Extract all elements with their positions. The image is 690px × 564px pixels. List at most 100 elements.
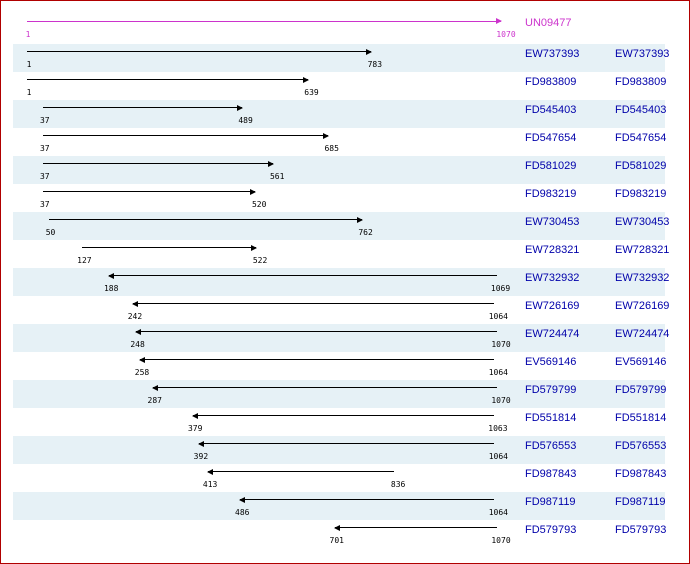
arrow-right-icon	[251, 245, 258, 251]
hit-start: 37	[39, 144, 50, 153]
hit-start: 379	[187, 424, 203, 433]
hit-id2-link[interactable]: EW730453	[615, 216, 670, 228]
arrow-left-icon	[333, 525, 340, 531]
hit-id2-link[interactable]: FD545403	[615, 104, 667, 116]
arrow-left-icon	[197, 441, 204, 447]
hit-id-link[interactable]: EW730453	[525, 216, 580, 228]
hit-id-link[interactable]: EW724474	[525, 328, 580, 340]
hit-id-link[interactable]: FD576553	[525, 440, 577, 452]
hit-line	[240, 499, 495, 500]
hit-id-link[interactable]: EW732932	[525, 272, 580, 284]
hit-start: 248	[130, 340, 145, 349]
hit-end: 1064	[488, 312, 508, 321]
hit-start: 413	[202, 480, 218, 489]
hit-line	[42, 191, 256, 192]
hit-row: 37 520 FD983219 FD983219	[13, 184, 667, 212]
hit-line	[198, 443, 495, 444]
query-line	[27, 21, 501, 22]
hit-line	[82, 247, 257, 248]
hit-id-link[interactable]: FD579799	[525, 384, 577, 396]
hit-row: 37 561 FD581029 FD581029	[13, 156, 667, 184]
hit-start: 701	[329, 536, 344, 545]
arrow-right-icon	[250, 189, 257, 195]
hit-id2-link[interactable]: EW724474	[615, 328, 670, 340]
query-row: 1 1070 UN09477	[13, 9, 665, 43]
hit-end: 836	[390, 480, 406, 489]
hit-id-link[interactable]: EV569146	[525, 356, 577, 368]
hit-id-link[interactable]: FD983219	[525, 188, 577, 200]
arrow-right-icon	[268, 161, 275, 167]
hit-id2-link[interactable]: FD547654	[615, 132, 667, 144]
hit-end: 489	[238, 116, 253, 125]
hit-id-link[interactable]: FD551814	[525, 412, 577, 424]
hit-id2-link[interactable]: FD983809	[615, 76, 667, 88]
hit-id2-link[interactable]: EW737393	[615, 48, 670, 60]
hit-id2-link[interactable]: FD987843	[615, 468, 667, 480]
hit-id2-link[interactable]: FD579793	[615, 524, 667, 536]
hit-id-link[interactable]: EW726169	[525, 300, 580, 312]
hit-line	[42, 107, 242, 108]
hit-id2-link[interactable]: EW732932	[615, 272, 670, 284]
hit-row: 188 1069 EW732932 EW732932	[13, 268, 669, 296]
hit-id-link[interactable]: EW728321	[525, 244, 580, 256]
hit-id-link[interactable]: FD983809	[525, 76, 577, 88]
hit-id2-link[interactable]: FD579799	[615, 384, 667, 396]
hit-id-link[interactable]: FD545403	[525, 104, 577, 116]
hit-line	[48, 219, 362, 220]
hit-line	[152, 387, 497, 388]
hit-id2-link[interactable]: EW726169	[615, 300, 670, 312]
arrow-right-icon	[322, 133, 329, 139]
hit-start: 392	[193, 452, 209, 461]
query-start: 1	[25, 30, 31, 39]
hit-start: 188	[103, 284, 119, 293]
hit-start: 37	[39, 200, 50, 209]
hit-end: 1070	[491, 396, 511, 405]
hit-line	[193, 415, 494, 416]
hit-id-link[interactable]: FD987119	[525, 496, 576, 508]
hit-line	[334, 527, 497, 528]
hit-id2-link[interactable]: FD551814	[615, 412, 667, 424]
hit-id-link[interactable]: FD547654	[525, 132, 577, 144]
hit-id2-link[interactable]: FD987119	[615, 496, 666, 508]
arrow-left-icon	[207, 469, 214, 475]
query-arrowhead-icon	[496, 18, 502, 24]
hit-end: 685	[324, 144, 339, 153]
arrow-left-icon	[134, 329, 141, 335]
arrow-left-icon	[192, 413, 199, 419]
hit-start: 37	[39, 116, 50, 125]
hit-id-link[interactable]: FD581029	[525, 160, 577, 172]
query-end: 1070	[496, 30, 516, 39]
hit-id2-link[interactable]: EV569146	[615, 356, 667, 368]
hit-row: 258 1064 EV569146 EV569146	[13, 352, 667, 380]
hit-row: 392 1064 FD576553 FD576553	[13, 436, 667, 464]
hit-row: 1 639 FD983809 FD983809	[13, 72, 667, 100]
hit-row: 287 1070 FD579799 FD579799	[13, 380, 667, 408]
hit-end: 561	[269, 172, 285, 181]
query-id-link[interactable]: UN09477	[525, 17, 572, 29]
hit-row: 379 1063 FD551814 FD551814	[13, 408, 667, 436]
hit-end: 522	[252, 256, 268, 265]
hit-start: 1	[26, 88, 32, 97]
hit-start: 242	[127, 312, 143, 321]
arrow-right-icon	[236, 105, 243, 111]
hit-start: 287	[147, 396, 162, 405]
hit-start: 486	[235, 508, 250, 517]
hit-row: 37 685 FD547654 FD547654	[13, 128, 667, 156]
hit-id2-link[interactable]: FD581029	[615, 160, 667, 172]
hit-line	[42, 163, 274, 164]
hit-id-link[interactable]: FD579793	[525, 524, 577, 536]
hit-line	[27, 79, 308, 80]
hit-id2-link[interactable]: FD576553	[615, 440, 667, 452]
hit-id2-link[interactable]: FD983219	[615, 188, 667, 200]
hit-end: 1069	[490, 284, 511, 293]
hit-row: 413 836 FD987843 FD987843	[13, 464, 667, 492]
hit-id-link[interactable]: EW737393	[525, 48, 580, 60]
hit-start: 50	[45, 228, 56, 237]
hit-end: 1063	[488, 424, 508, 433]
arrow-left-icon	[239, 497, 246, 503]
hit-id2-link[interactable]: EW728321	[615, 244, 670, 256]
hit-start: 127	[77, 256, 92, 265]
hit-id-link[interactable]: FD987843	[525, 468, 577, 480]
hit-row: 127 522 EW728321 EW728321	[13, 240, 669, 268]
